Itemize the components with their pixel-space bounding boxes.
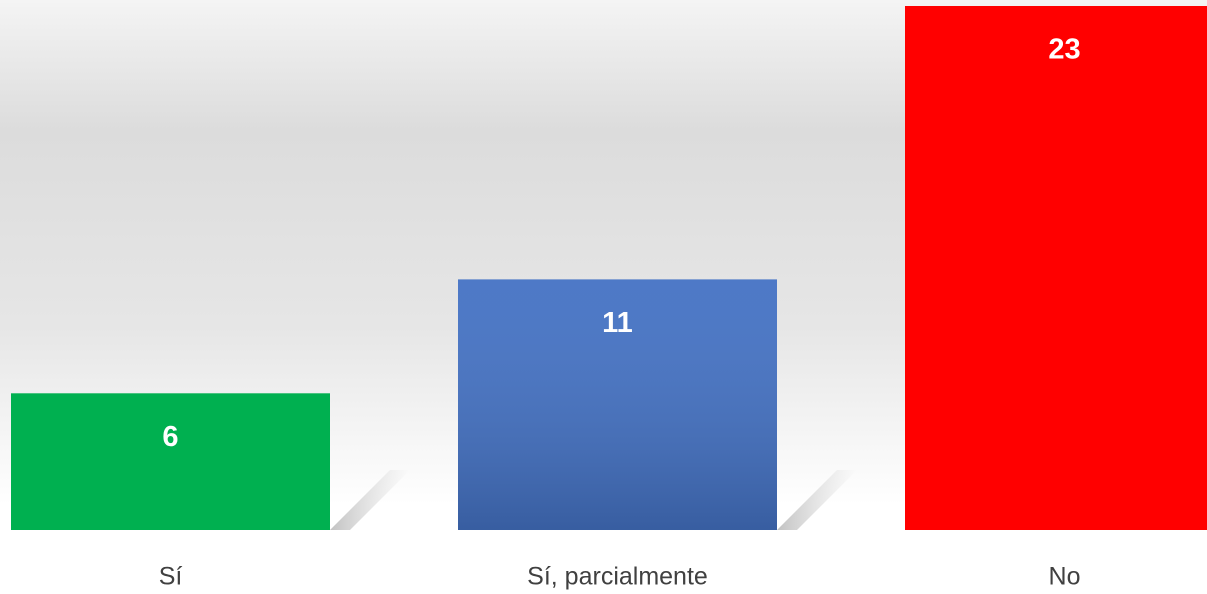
data-label: 6 (162, 421, 178, 453)
bar-shadow (330, 470, 410, 530)
x-tick-label: Sí, parcialmente (527, 563, 708, 591)
data-label: 23 (1048, 34, 1080, 66)
data-label: 11 (602, 307, 633, 339)
x-tick-label: No (1049, 563, 1081, 591)
bar-shadow (777, 470, 857, 530)
bar (11, 393, 330, 530)
bar-shade (458, 279, 777, 530)
x-tick-label: Sí (159, 563, 183, 591)
bar (905, 6, 1207, 530)
